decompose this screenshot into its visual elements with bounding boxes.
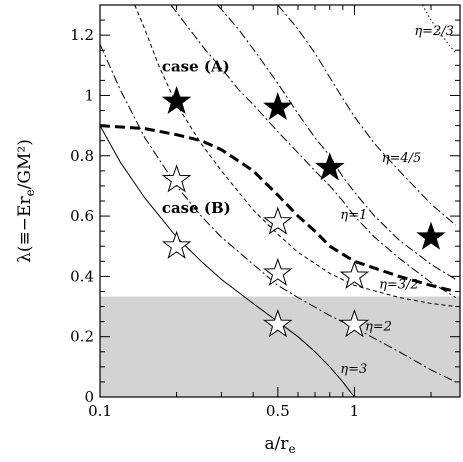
shaded-region <box>100 296 460 397</box>
open-star-marker-1 <box>161 164 192 193</box>
curve-7 <box>100 125 355 397</box>
y-axis-title-sub: e <box>23 189 37 196</box>
y-tick-label-6: 1 <box>84 86 94 104</box>
eta-label-6: η=3/2 <box>379 277 419 292</box>
ticks-layer: 0.1 0.5 1 0 0.2 0.4 0.6 0.8 1 1.2 <box>70 5 460 420</box>
open-star-marker-5 <box>263 309 293 338</box>
x-tick-label-1: 0.1 <box>88 402 112 420</box>
eta-label-7: η=2 <box>365 320 392 335</box>
y-tick-label-5: 0.8 <box>70 147 94 165</box>
y-tick-label-7: 1.2 <box>70 26 94 44</box>
open-star-marker-6 <box>339 260 370 289</box>
filled-star-marker-3 <box>315 152 345 181</box>
curves-layer <box>100 5 457 397</box>
y-axis-title: λ(≡−Ere/GM²) <box>15 139 37 263</box>
y-axis-title-post: /GM²) <box>15 139 35 189</box>
eta-label-4: η=4/5 <box>382 151 422 166</box>
curve-4 <box>170 5 456 298</box>
y-tick-label-4: 0.6 <box>70 207 94 225</box>
case-label-1: case (A) <box>162 57 230 75</box>
markers-layer <box>161 85 446 338</box>
open-star-marker-2 <box>161 230 192 259</box>
eta-label-3: η=2/3 <box>414 24 454 39</box>
eta-label-5: η=1 <box>340 208 367 223</box>
annotations-layer: case (A) case (B) η=2/3 η=4/5 η=1 η=3/2 η=2 η=3 <box>162 24 454 377</box>
open-star-marker-7 <box>339 309 370 338</box>
filled-star-marker-4 <box>416 221 446 250</box>
curve-2 <box>277 5 457 226</box>
x-tick-label-3: 1 <box>350 402 360 420</box>
curve-5 <box>134 5 456 307</box>
y-tick-label-2: 0.2 <box>70 328 94 346</box>
open-star-marker-3 <box>263 206 293 235</box>
y-axis-title-pre: λ(≡−Er <box>15 196 35 263</box>
x-axis-title-main: a/r <box>264 434 289 454</box>
case-label-2: case (B) <box>162 199 231 217</box>
curve-6 <box>100 43 456 383</box>
filled-star-marker-1 <box>161 85 192 115</box>
curve-1 <box>421 5 457 54</box>
y-tick-label-3: 0.4 <box>70 267 94 285</box>
x-tick-label-2: 0.5 <box>266 402 290 420</box>
open-star-marker-4 <box>263 257 293 286</box>
curve-8 <box>100 124 457 293</box>
y-tick-label-1: 0 <box>84 388 94 406</box>
x-axis-title-sub: e <box>288 442 295 456</box>
curve-3 <box>217 5 456 280</box>
shaded-region-layer <box>100 296 460 397</box>
eta-label-8: η=3 <box>340 362 367 377</box>
filled-star-marker-2 <box>263 91 293 121</box>
x-axis-title: a/re <box>264 434 295 456</box>
